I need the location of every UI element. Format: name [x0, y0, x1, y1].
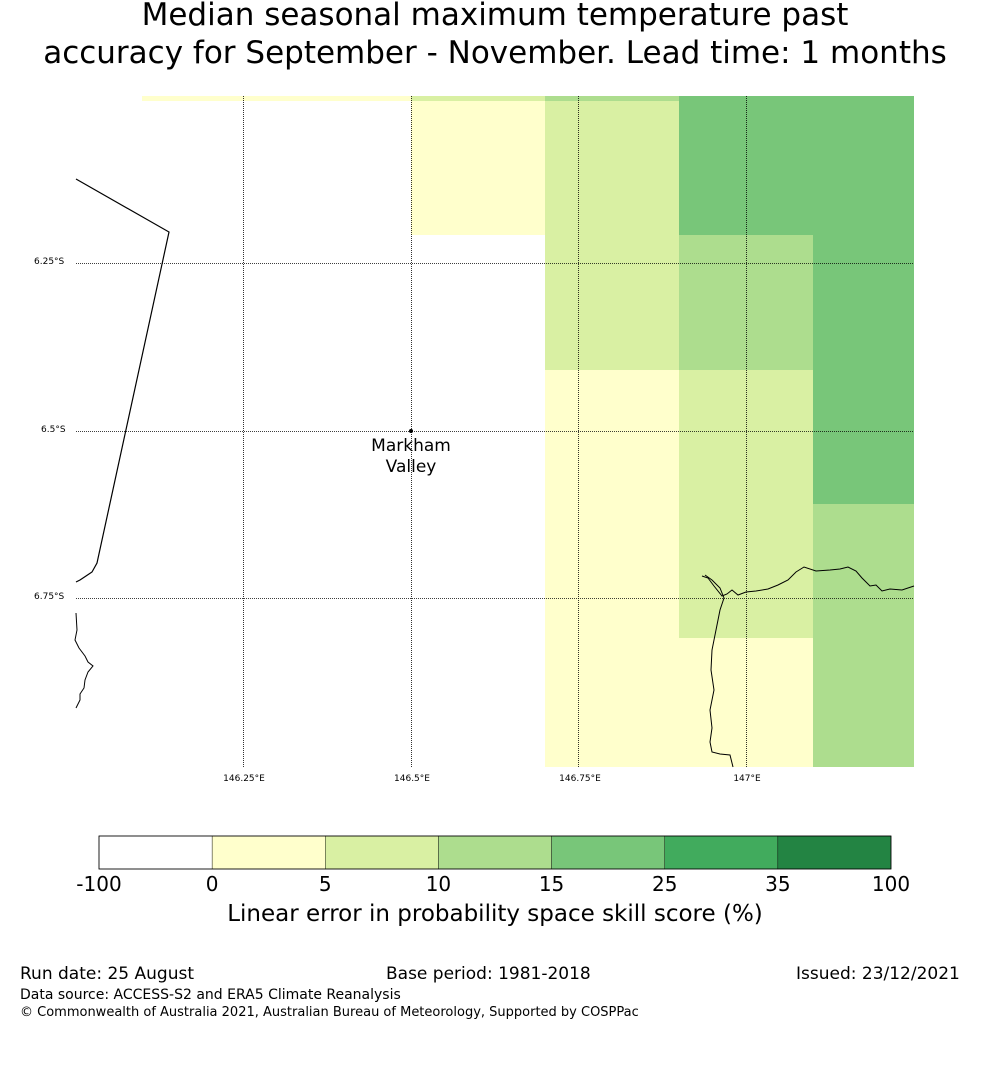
province-boundary — [75, 178, 170, 583]
place-label-line-2: Valley — [385, 457, 437, 477]
grid-cell — [545, 370, 679, 767]
grid-cell — [142, 96, 411, 101]
place-label: Markham Valley — [351, 436, 471, 478]
place-label-line-1: Markham — [371, 436, 451, 456]
colorbar-label: Linear error in probability space skill … — [227, 901, 763, 927]
colorbar-tick-label: 25 — [651, 872, 678, 896]
grid-cell — [679, 638, 813, 767]
base-period: Base period: 1981-2018 — [386, 964, 591, 984]
grid-cell — [813, 235, 914, 504]
longitude-label: 146.5°E — [394, 774, 430, 784]
location-marker — [409, 429, 413, 433]
colorbar-segment — [438, 835, 552, 870]
colorbar-tick-label: 10 — [425, 872, 452, 896]
copyright: © Commonwealth of Australia 2021, Austra… — [20, 1005, 639, 1020]
latitude-label: 6.25°S — [34, 257, 65, 267]
latitude-label: 6.5°S — [41, 425, 66, 435]
colorbar-segment — [98, 835, 213, 870]
colorbar-tick-label: -100 — [76, 872, 122, 896]
colorbar-outline — [98, 835, 892, 870]
longitude-label: 146.25°E — [223, 774, 265, 784]
colorbar-segment — [325, 835, 439, 870]
data-source: Data source: ACCESS-S2 and ERA5 Climate … — [20, 987, 401, 1003]
coastline — [74, 612, 94, 709]
grid-cell — [411, 101, 545, 235]
colorbar — [98, 835, 892, 870]
colorbar-tick-label: 0 — [205, 872, 219, 896]
grid-cell — [411, 96, 545, 101]
chart-title-line-2: accuracy for September - November. Lead … — [43, 35, 947, 71]
skill-grid — [142, 96, 914, 767]
colorbar-tick-label: 100 — [871, 872, 911, 896]
colorbar-segment — [664, 835, 779, 870]
colorbar-tick-label: 35 — [765, 872, 791, 896]
longitude-label: 147°E — [733, 774, 761, 784]
issued-date: Issued: 23/12/2021 — [796, 964, 960, 984]
coastline — [701, 566, 915, 597]
longitude-label: 146.75°E — [559, 774, 601, 784]
colorbar-segment — [777, 835, 892, 870]
colorbar-segment — [551, 835, 665, 870]
run-date: Run date: 25 August — [20, 964, 194, 984]
latitude-label: 6.75°S — [34, 592, 65, 602]
chart-title-line-1: Median seasonal maximum temperature past — [141, 0, 849, 33]
colorbar-tick-label: 5 — [318, 872, 332, 896]
graticule — [76, 96, 914, 767]
grid-cell — [813, 504, 914, 767]
grid-cell — [679, 96, 914, 235]
grid-cell — [679, 235, 813, 370]
grid-cell — [679, 370, 813, 638]
colorbar-tick-label: 15 — [538, 872, 565, 896]
river — [704, 574, 734, 768]
grid-cell — [545, 96, 679, 101]
grid-cell — [545, 101, 679, 370]
colorbar-segment — [211, 835, 326, 870]
